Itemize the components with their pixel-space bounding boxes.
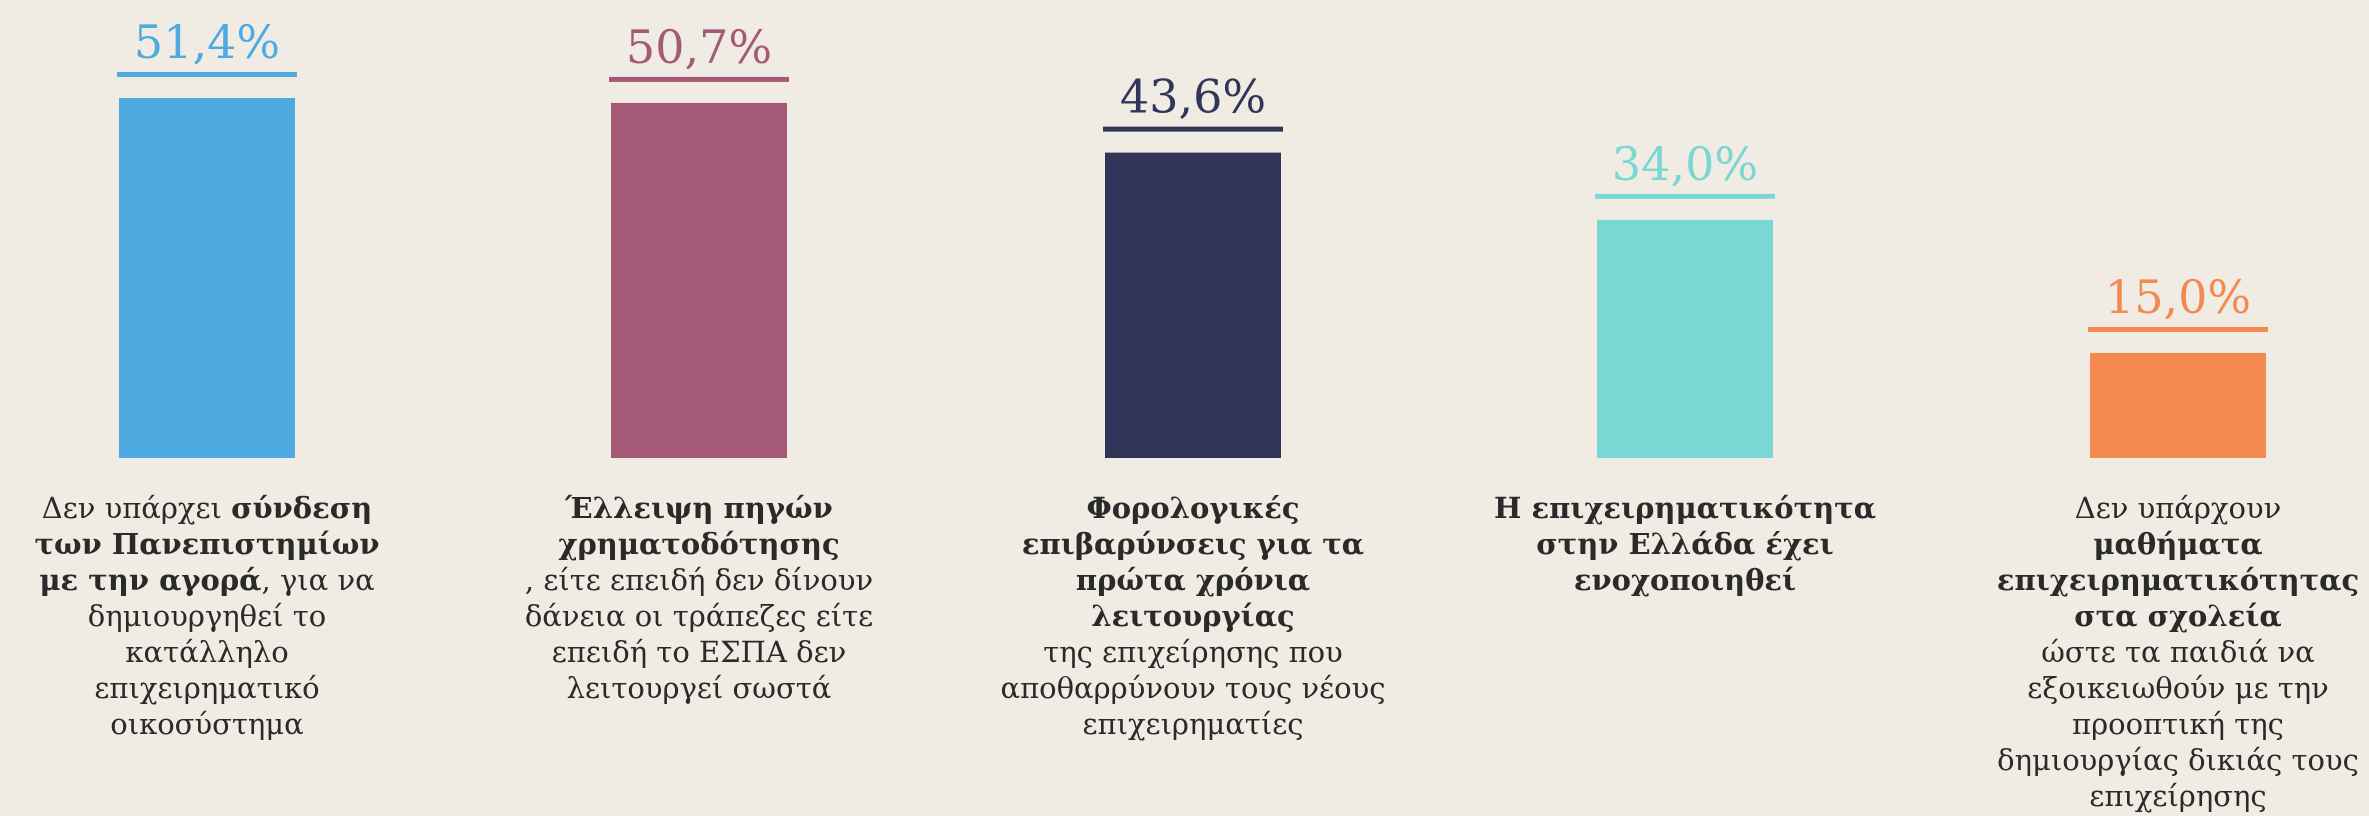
bar-3: [1105, 152, 1281, 458]
value-underline-2: [609, 76, 789, 82]
value-label-2: 50,7%: [626, 20, 772, 74]
category-label-text: Δεν υπάρχουν: [2074, 491, 2282, 525]
value-label-5: 15,0%: [2105, 270, 2251, 324]
category-label-2: Έλλειψη πηγών χρηματοδότησης, είτε επειδ…: [509, 490, 889, 706]
value-label-3: 43,6%: [1120, 70, 1266, 124]
category-label-emphasis: Φορολογικές επιβαρύνσεις για τα πρώτα χρ…: [1021, 491, 1365, 633]
category-label-1: Δεν υπάρχει σύνδεση των Πανεπιστημίων με…: [22, 490, 392, 742]
category-label-emphasis: σύνδεση των Πανεπιστημίων με την αγορά: [34, 491, 380, 597]
value-underline-1: [117, 72, 297, 77]
value-label-4: 34,0%: [1612, 137, 1758, 191]
category-label-emphasis: Η επιχειρηματικότητα στην Ελλάδα έχει εν…: [1493, 491, 1877, 597]
category-label-text: Δεν υπάρχει: [41, 491, 232, 525]
bar-5: [2090, 352, 2266, 458]
bar-1: [119, 98, 295, 458]
category-label-text: , για να δημιουργηθεί το κατάλληλο επιχε…: [87, 563, 375, 741]
value-underline-4: [1595, 193, 1775, 199]
category-label-text: ώστε τα παιδιά να εξοικειωθούν με την πρ…: [1997, 635, 2359, 813]
value-underline-3: [1103, 126, 1283, 132]
bar-2: [611, 102, 787, 459]
value-label-1: 51,4%: [134, 15, 280, 69]
category-label-4: Η επιχειρηματικότητα στην Ελλάδα έχει εν…: [1465, 490, 1905, 598]
category-label-text: της επιχείρησης που αποθαρρύνουν τους νέ…: [1000, 635, 1386, 741]
value-underline-5: [2088, 326, 2268, 332]
category-label-emphasis: Έλλειψη πηγών χρηματοδότησης: [558, 491, 840, 561]
category-label-emphasis: μαθήματα επιχειρηματικότητας στα σχολεία: [1996, 527, 2360, 633]
category-label-5: Δεν υπάρχουν μαθήματα επιχειρηματικότητα…: [1988, 490, 2368, 814]
category-label-3: Φορολογικές επιβαρύνσεις για τα πρώτα χρ…: [973, 490, 1413, 742]
category-label-text: , είτε επειδή δεν δίνουν δάνεια οι τράπε…: [524, 563, 874, 705]
bar-4: [1597, 219, 1773, 458]
